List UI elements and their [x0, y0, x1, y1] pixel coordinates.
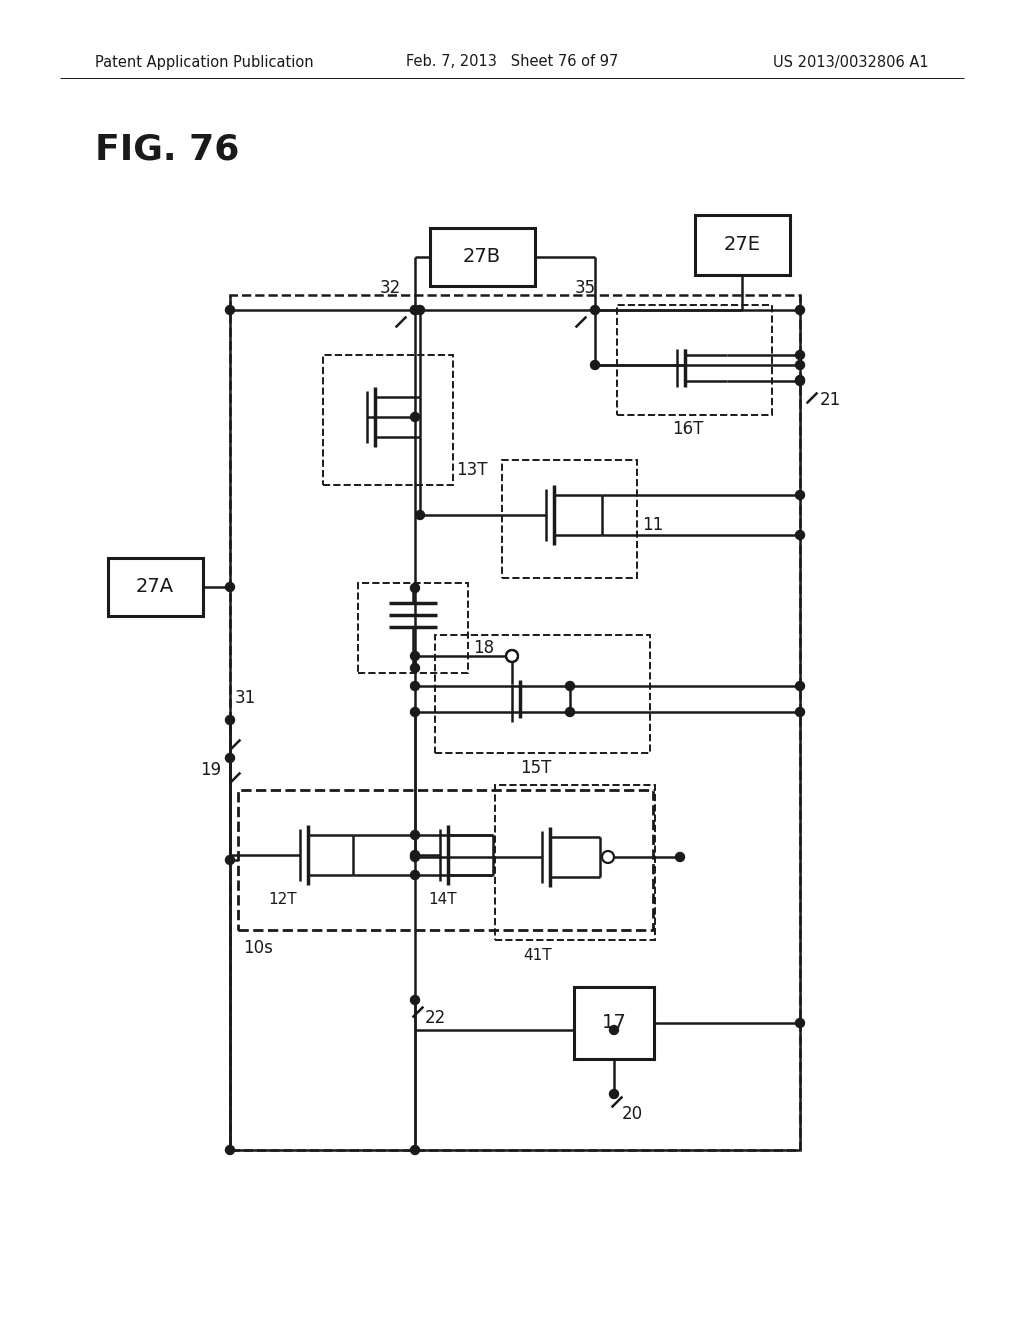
Circle shape — [796, 375, 805, 384]
Circle shape — [796, 708, 805, 717]
Bar — [323, 355, 453, 484]
Circle shape — [506, 649, 518, 663]
Bar — [502, 459, 637, 578]
Text: Patent Application Publication: Patent Application Publication — [95, 54, 313, 70]
Circle shape — [411, 853, 420, 862]
Text: 22: 22 — [425, 1008, 446, 1027]
Circle shape — [411, 850, 420, 859]
Circle shape — [411, 1146, 420, 1155]
Circle shape — [411, 664, 420, 672]
Text: FIG. 76: FIG. 76 — [95, 133, 240, 168]
Circle shape — [411, 830, 420, 840]
Text: 13T: 13T — [456, 461, 487, 479]
Circle shape — [591, 305, 599, 314]
Text: 10s: 10s — [243, 939, 272, 957]
Text: 11: 11 — [642, 516, 664, 535]
Circle shape — [411, 708, 420, 717]
Circle shape — [796, 360, 805, 370]
Circle shape — [565, 681, 574, 690]
Bar — [358, 583, 468, 673]
Circle shape — [796, 305, 805, 314]
Circle shape — [411, 305, 420, 314]
Circle shape — [796, 1019, 805, 1027]
Text: 35: 35 — [575, 279, 596, 297]
Circle shape — [796, 681, 805, 690]
Text: 15T: 15T — [520, 759, 551, 777]
Circle shape — [225, 855, 234, 865]
Circle shape — [411, 412, 420, 421]
Text: 19: 19 — [200, 762, 221, 779]
Circle shape — [225, 1146, 234, 1155]
Text: 32: 32 — [380, 279, 401, 297]
Circle shape — [796, 351, 805, 359]
Circle shape — [796, 491, 805, 499]
Circle shape — [506, 649, 518, 663]
Text: 12T: 12T — [268, 892, 297, 908]
Circle shape — [565, 708, 574, 717]
Text: US 2013/0032806 A1: US 2013/0032806 A1 — [773, 54, 929, 70]
Circle shape — [411, 305, 420, 314]
Circle shape — [411, 652, 420, 660]
Bar — [430, 228, 535, 286]
Text: 16T: 16T — [672, 420, 703, 438]
Text: 41T: 41T — [523, 948, 552, 962]
Bar — [617, 305, 772, 414]
Circle shape — [676, 853, 684, 862]
Text: 14T: 14T — [428, 892, 457, 908]
Circle shape — [591, 360, 599, 370]
Circle shape — [411, 583, 420, 593]
Text: Feb. 7, 2013   Sheet 76 of 97: Feb. 7, 2013 Sheet 76 of 97 — [406, 54, 618, 70]
Circle shape — [796, 376, 805, 385]
Circle shape — [609, 1026, 618, 1035]
Circle shape — [411, 681, 420, 690]
Bar — [108, 558, 203, 616]
Text: 21: 21 — [820, 391, 842, 409]
Text: 27E: 27E — [724, 235, 761, 255]
Circle shape — [416, 305, 425, 314]
Circle shape — [225, 582, 234, 591]
Bar — [238, 789, 653, 931]
Circle shape — [796, 531, 805, 540]
Circle shape — [225, 754, 234, 763]
Text: 27A: 27A — [136, 578, 174, 597]
Text: 17: 17 — [602, 1014, 627, 1032]
Circle shape — [225, 715, 234, 725]
Circle shape — [602, 851, 614, 863]
Bar — [695, 215, 790, 275]
Circle shape — [225, 305, 234, 314]
Text: 20: 20 — [622, 1105, 643, 1123]
Text: 18: 18 — [473, 639, 495, 657]
Circle shape — [416, 511, 425, 520]
Bar — [435, 635, 650, 752]
Text: 31: 31 — [234, 689, 256, 708]
Circle shape — [609, 1089, 618, 1098]
Text: 27B: 27B — [463, 248, 501, 267]
Bar — [230, 294, 800, 1150]
Circle shape — [411, 995, 420, 1005]
Bar — [495, 785, 655, 940]
Bar — [574, 987, 654, 1059]
Circle shape — [411, 870, 420, 879]
